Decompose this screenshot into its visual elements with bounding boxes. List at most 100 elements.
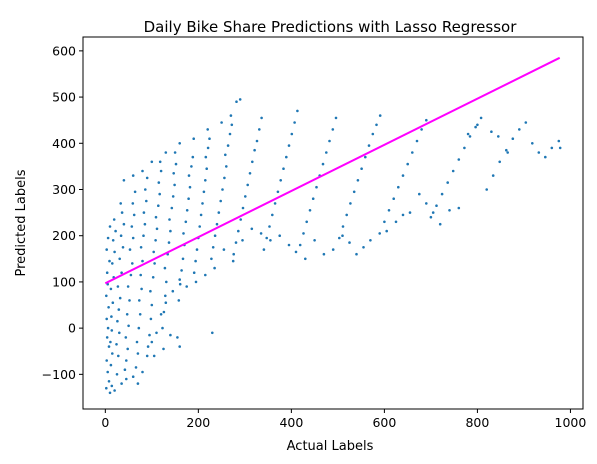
scatter-point (141, 370, 144, 374)
scatter-point (135, 340, 139, 344)
scatter-point (144, 188, 147, 191)
scatter-point (383, 220, 386, 224)
scatter-point (271, 213, 274, 217)
scatter-point (234, 241, 238, 244)
scatter-point (125, 359, 128, 362)
scatter-point (128, 299, 131, 302)
scatter-point (544, 155, 547, 159)
scatter-point (174, 162, 178, 166)
scatter-point (225, 165, 228, 168)
scatter-point (485, 188, 489, 191)
scatter-point (311, 197, 315, 200)
scatter-point (260, 116, 263, 120)
x-axis: 0 200 400 600 800 1000 (101, 409, 586, 430)
scatter-point (118, 257, 121, 261)
scatter-point (169, 229, 172, 233)
scatter-point (269, 239, 272, 242)
scatter-point (120, 382, 123, 385)
scatter-point (279, 179, 283, 182)
scatter-point (258, 128, 261, 131)
scatter-point (204, 155, 208, 159)
scatter-point (498, 160, 502, 164)
scatter-point (106, 282, 109, 286)
scatter-point (201, 202, 204, 205)
scatter-point (204, 179, 207, 182)
scatter-point (304, 257, 307, 261)
scatter-point (558, 146, 562, 150)
scatter-point (131, 174, 135, 177)
scatter-point (185, 285, 188, 288)
scatter-layer (105, 98, 562, 395)
scatter-point (157, 181, 161, 184)
scatter-point (435, 204, 438, 207)
scatter-point (105, 317, 108, 321)
scatter-point (150, 340, 154, 344)
scatter-point (138, 313, 142, 316)
scatter-point (162, 310, 166, 314)
scatter-point (371, 132, 375, 136)
scatter-point (369, 239, 372, 242)
scatter-point (557, 139, 561, 143)
scatter-point (313, 239, 316, 242)
scatter-point (213, 234, 217, 237)
scatter-point (107, 345, 111, 348)
scatter-point (208, 137, 211, 140)
scatter-point (117, 354, 120, 358)
scatter-point (178, 278, 181, 281)
scatter-point (105, 359, 108, 362)
scatter-point (229, 114, 233, 117)
scatter-point (110, 329, 114, 332)
scatter-point (131, 236, 135, 240)
scatter-point (524, 121, 528, 124)
scatter-point (298, 243, 302, 247)
x-tick-label: 600 (372, 415, 396, 430)
scatter-point (345, 213, 349, 217)
scatter-point (111, 352, 114, 355)
scatter-point (177, 299, 181, 302)
scatter-point (217, 211, 221, 214)
scatter-point (199, 213, 203, 217)
scatter-point (111, 262, 114, 265)
scatter-point (116, 285, 120, 288)
scatter-point (251, 160, 254, 164)
scatter-point (550, 146, 554, 150)
scatter-point (106, 236, 110, 240)
scatter-point (497, 135, 500, 138)
scatter-point (108, 391, 112, 395)
scatter-point (325, 151, 328, 154)
scatter-point (202, 190, 206, 194)
y-axis: −100 0 100 200 300 400 500 600 (42, 43, 83, 382)
scatter-point (133, 190, 137, 194)
scatter-point (248, 172, 252, 175)
scatter-point (123, 368, 127, 372)
scatter-point (294, 250, 298, 254)
scatter-point (185, 209, 189, 212)
scatter-point (142, 234, 145, 237)
scatter-point (106, 370, 109, 374)
scatter-point (191, 155, 195, 159)
scatter-point (505, 148, 508, 152)
scatter-point (476, 123, 479, 127)
regression-line (104, 56, 561, 285)
scatter-point (290, 132, 294, 136)
scatter-point (367, 144, 371, 147)
scatter-point (112, 218, 116, 221)
scatter-point (408, 211, 412, 214)
scatter-point (273, 202, 277, 205)
scatter-point (305, 220, 309, 224)
scatter-point (334, 116, 338, 120)
scatter-point (474, 125, 477, 129)
scatter-point (457, 158, 461, 161)
scatter-point (124, 336, 128, 339)
scatter-point (221, 188, 224, 191)
scatter-point (222, 248, 226, 251)
scatter-point (171, 195, 175, 198)
scatter-point (152, 250, 155, 254)
scatter-point (239, 218, 242, 221)
scatter-point (113, 389, 116, 392)
scatter-point (130, 225, 134, 228)
scatter-point (425, 202, 428, 205)
scatter-point (110, 384, 114, 388)
scatter-point (151, 276, 155, 279)
scatter-point (164, 151, 168, 154)
